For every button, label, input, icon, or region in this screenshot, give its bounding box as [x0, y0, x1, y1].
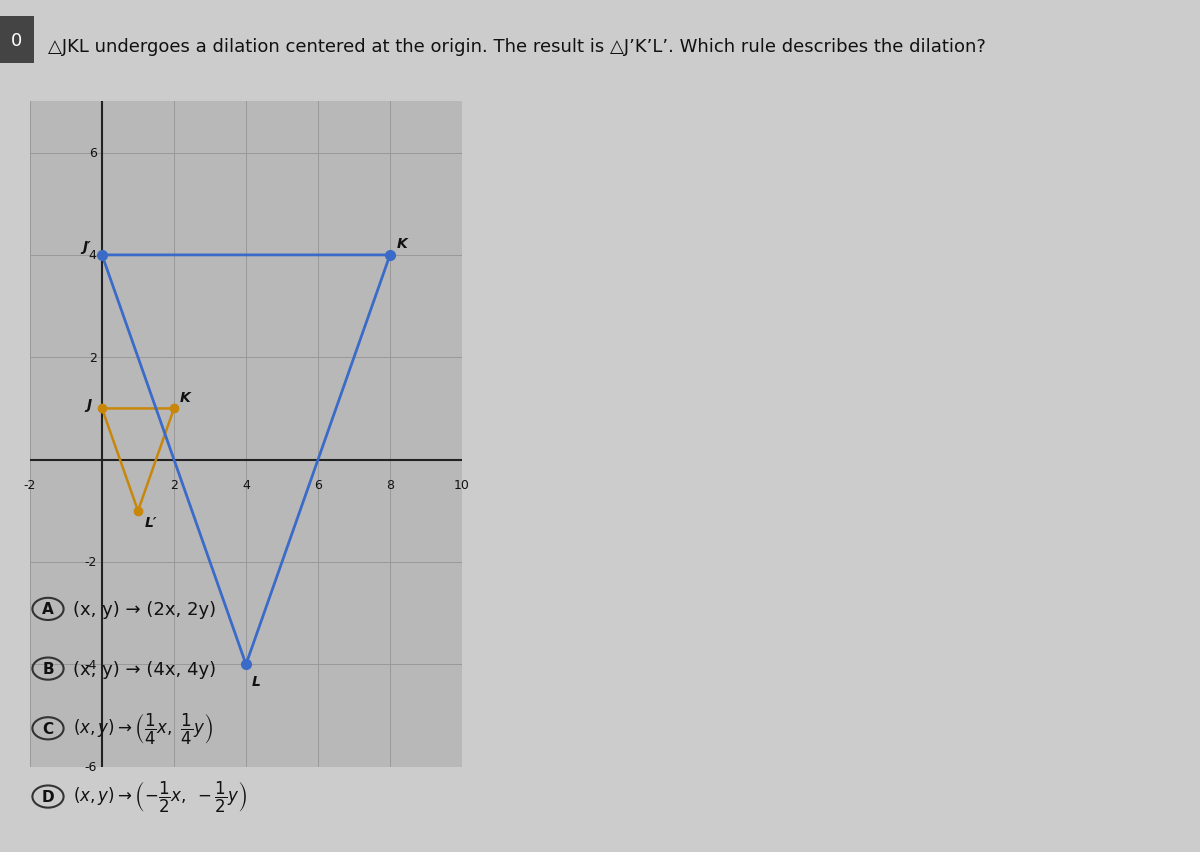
Text: 0: 0 — [11, 32, 23, 49]
Text: (x, y) → (4x, 4y): (x, y) → (4x, 4y) — [73, 659, 216, 678]
Text: 2: 2 — [170, 478, 178, 491]
Text: (x, y) → (2x, 2y): (x, y) → (2x, 2y) — [73, 600, 216, 619]
Text: $(x, y) \rightarrow \left(-\dfrac{1}{2}x,\ -\dfrac{1}{2}y\right)$: $(x, y) \rightarrow \left(-\dfrac{1}{2}x… — [73, 779, 247, 815]
Text: △JKL undergoes a dilation centered at the origin. The result is △J’K’L’. Which r: △JKL undergoes a dilation centered at th… — [48, 38, 986, 56]
Text: L: L — [252, 674, 260, 688]
Text: J: J — [86, 398, 91, 412]
Text: L′: L′ — [145, 515, 157, 530]
Text: C: C — [42, 721, 54, 736]
Text: 2: 2 — [89, 351, 96, 365]
Text: 4: 4 — [89, 249, 96, 262]
Text: 8: 8 — [386, 478, 394, 491]
Text: 6: 6 — [89, 147, 96, 160]
Text: 4: 4 — [242, 478, 250, 491]
Text: -6: -6 — [84, 760, 96, 774]
Text: D: D — [42, 789, 54, 804]
Text: B: B — [42, 661, 54, 676]
Text: 6: 6 — [314, 478, 322, 491]
Text: -2: -2 — [84, 556, 96, 569]
Text: J′: J′ — [82, 239, 91, 254]
Text: K: K — [397, 237, 408, 251]
Text: K: K — [180, 390, 190, 405]
Text: $(x, y) \rightarrow \left(\dfrac{1}{4}x,\ \dfrac{1}{4}y\right)$: $(x, y) \rightarrow \left(\dfrac{1}{4}x,… — [73, 711, 214, 746]
Text: -4: -4 — [84, 658, 96, 671]
Text: A: A — [42, 602, 54, 617]
Text: 10: 10 — [454, 478, 470, 491]
Text: -2: -2 — [24, 478, 36, 491]
